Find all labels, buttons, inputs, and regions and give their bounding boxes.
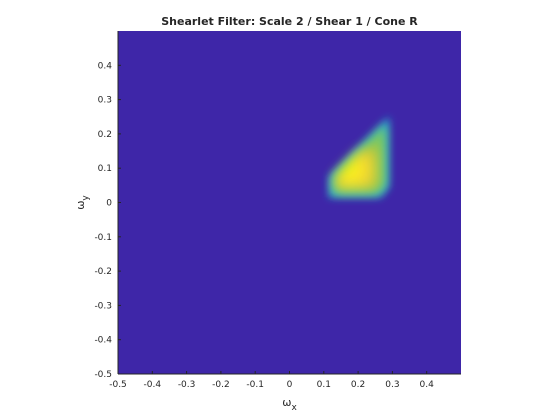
y-tick-label: 0 [106, 199, 112, 209]
y-axis-ticks: -0.5 -0.4 -0.3 -0.2 -0.1 0 0.1 0.2 0.3 0.4 [94, 61, 121, 380]
chart-title: Shearlet Filter: Scale 2 / Shear 1 / Con… [161, 15, 418, 28]
y-tick-label: -0.4 [94, 336, 112, 346]
y-tick-label: -0.1 [94, 233, 112, 243]
y-tick-label: 0.2 [98, 130, 112, 140]
x-axis-label: ωx [282, 396, 297, 413]
y-tick-label: -0.3 [94, 301, 112, 311]
x-axis-label-main: ω [282, 396, 291, 409]
x-tick-label: 0.4 [420, 380, 435, 390]
x-axis-label-sub: x [291, 403, 297, 413]
y-tick-label: 0.4 [98, 61, 113, 71]
x-tick-label: 0.2 [351, 380, 365, 390]
y-axis-label: ωy [74, 195, 91, 210]
y-tick-label: -0.2 [94, 267, 112, 277]
x-tick-label: -0.4 [144, 380, 162, 390]
y-tick-label: -0.5 [94, 370, 112, 380]
x-tick-label: 0.3 [385, 380, 399, 390]
x-tick-label: 0.1 [317, 380, 331, 390]
y-axis-label-main: ω [74, 201, 87, 210]
x-tick-label: -0.2 [212, 380, 230, 390]
heat-layer-core [335, 145, 377, 189]
x-axis-ticks: -0.5 -0.4 -0.3 -0.2 -0.1 0 0.1 0.2 0.3 0.4 [109, 371, 434, 390]
heatmap-filter-support [328, 116, 389, 198]
y-tick-label: 0.3 [98, 96, 112, 106]
y-tick-label: 0.1 [98, 164, 112, 174]
x-tick-label: 0 [287, 380, 293, 390]
x-tick-label: -0.3 [178, 380, 196, 390]
x-tick-label: -0.1 [246, 380, 264, 390]
x-tick-label: -0.5 [109, 380, 127, 390]
y-axis-label-sub: y [81, 195, 91, 201]
heatmap-background [118, 31, 461, 374]
